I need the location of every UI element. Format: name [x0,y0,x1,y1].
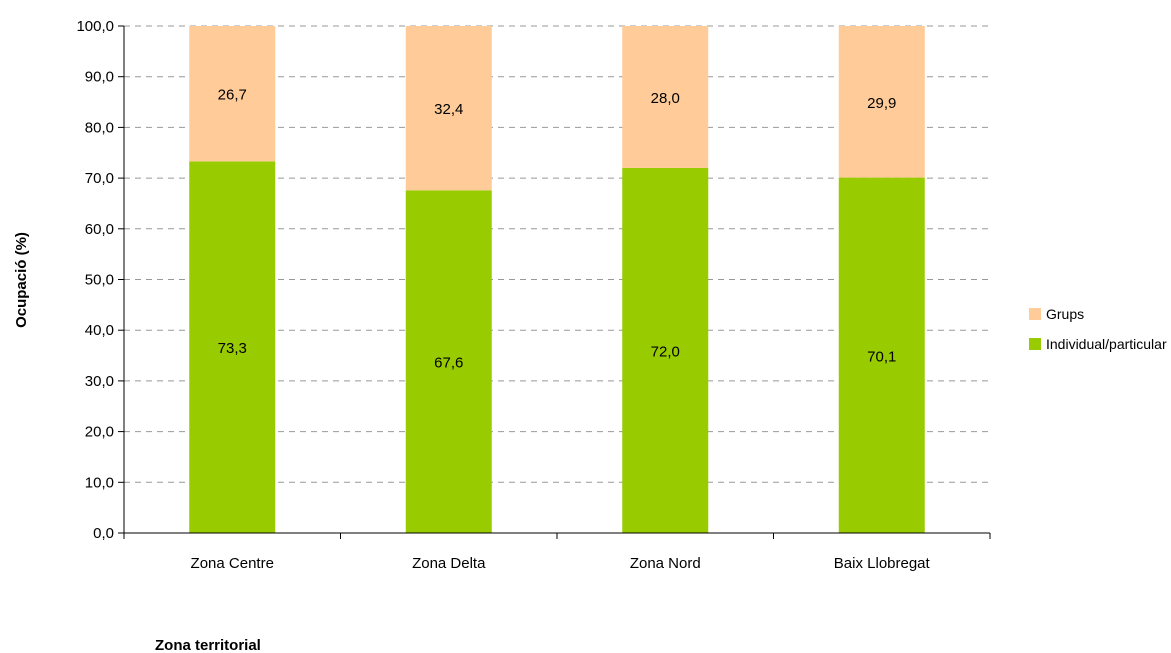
y-tick-label: 100,0 [76,18,114,35]
y-tick-label: 40,0 [85,322,114,339]
data-label: 26,7 [218,87,247,104]
bar-segment [838,177,925,533]
bar-segment [838,26,925,178]
y-tick-label: 10,0 [85,474,114,491]
y-tick-label: 50,0 [85,272,114,289]
x-axis-title: Zona territorial [155,637,261,653]
bar-segment [189,26,276,162]
data-label: 72,0 [651,343,680,360]
bar-segment [622,26,709,168]
data-label: 29,9 [867,95,896,112]
y-tick-label: 80,0 [85,119,114,136]
axes [118,25,991,539]
y-tick-label: 60,0 [85,221,114,238]
y-tick-label: 20,0 [85,424,114,441]
x-tick-labels: Zona Centre Zona Delta Zona Nord Baix Llobr… [191,555,931,572]
data-label: 67,6 [434,355,463,372]
x-tick-label: Zona Centre [191,555,274,572]
data-labels: 73,3 26,7 67,6 32,4 72,0 28,0 70,1 29,9 [218,87,897,372]
bar-segment [405,190,492,533]
data-label: 32,4 [434,101,463,118]
x-tick-label: Baix Llobregat [834,555,931,572]
x-tick-label: Zona Nord [630,555,701,572]
y-axis-title: Ocupació (%) [13,232,30,328]
y-tick-label: 0,0 [93,525,114,542]
data-label: 73,3 [218,340,247,357]
bars [189,26,925,533]
bar-segment [405,26,492,191]
legend-label: Individual/particular [1046,336,1167,352]
legend-label: Grups [1046,306,1084,322]
y-tick-label: 90,0 [85,69,114,86]
y-tick-label: 70,0 [85,170,114,187]
legend-swatch [1029,338,1041,350]
legend-swatch [1029,308,1041,320]
data-label: 28,0 [651,90,680,107]
bar-segment [189,161,276,533]
bar-segment [622,167,709,533]
x-tick-label: Zona Delta [412,555,486,572]
legend: Grups Individual/particular [1029,306,1167,352]
y-tick-labels: 0,0 10,0 20,0 30,0 40,0 50,0 60,0 70,0 80,0 90,0 1… [76,18,114,542]
data-label: 70,1 [867,348,896,365]
y-tick-label: 30,0 [85,373,114,390]
